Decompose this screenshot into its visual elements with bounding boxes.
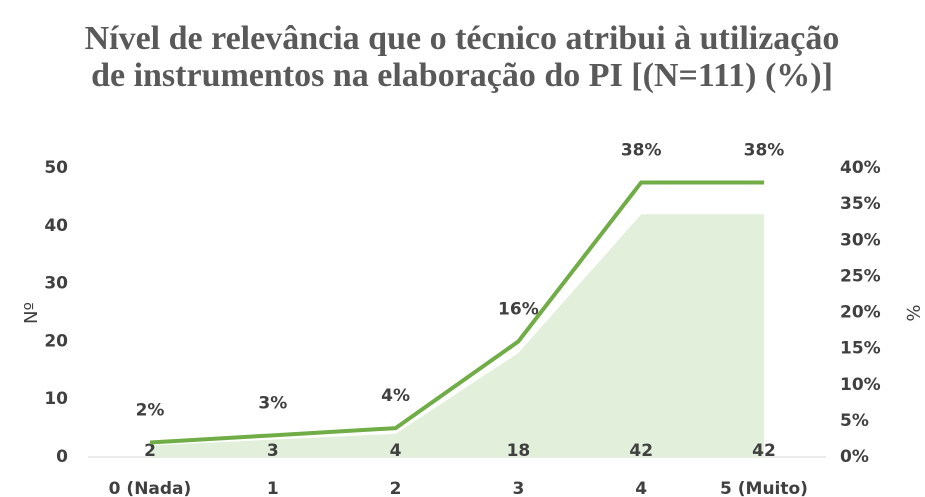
y2-tick-label: 0%	[840, 447, 869, 467]
y-axis-title: Nº	[21, 302, 42, 324]
y2-tick-label: 5%	[840, 411, 869, 431]
x-tick-label: 5 (Muito)	[720, 479, 808, 497]
y2-tick-label: 25%	[840, 266, 881, 286]
y-tick-label: 50	[44, 158, 68, 178]
y2-axis-title: %	[902, 304, 923, 321]
y-tick-label: 30	[44, 274, 68, 294]
data-label: 16%	[498, 299, 539, 319]
x-tick-label: 0 (Nada)	[109, 479, 192, 497]
x-tick-label: 3	[512, 479, 524, 497]
data-label: 4%	[381, 386, 410, 406]
x-tick-label: 2	[390, 479, 402, 497]
x-tick-label: 4	[635, 479, 647, 497]
data-label: 42	[752, 441, 776, 461]
y-tick-label: 40	[44, 216, 68, 236]
data-label: 42	[629, 441, 653, 461]
data-label: 3%	[258, 393, 287, 413]
x-tick-label: 1	[267, 479, 279, 497]
data-label: 38%	[744, 140, 785, 160]
area	[150, 214, 764, 457]
data-label: 2%	[136, 401, 165, 421]
y-tick-label: 20	[44, 331, 68, 351]
y2-tick-label: 30%	[840, 230, 881, 250]
data-label: 3	[267, 441, 279, 461]
data-label: 2	[144, 441, 156, 461]
y2-tick-label: 15%	[840, 339, 881, 359]
y2-tick-label: 40%	[840, 158, 881, 178]
y2-tick-label: 10%	[840, 375, 881, 395]
data-label: 4	[390, 441, 402, 461]
line	[149, 180, 764, 445]
chart-title: Nível de relevância que o técnico atribu…	[84, 20, 840, 94]
data-label: 18	[507, 441, 531, 461]
y2-tick-label: 20%	[840, 303, 881, 323]
y-tick-label: 10	[44, 389, 68, 409]
y2-tick-label: 35%	[840, 194, 881, 214]
data-label: 38%	[621, 140, 662, 160]
y-tick-label: 0	[56, 447, 68, 467]
